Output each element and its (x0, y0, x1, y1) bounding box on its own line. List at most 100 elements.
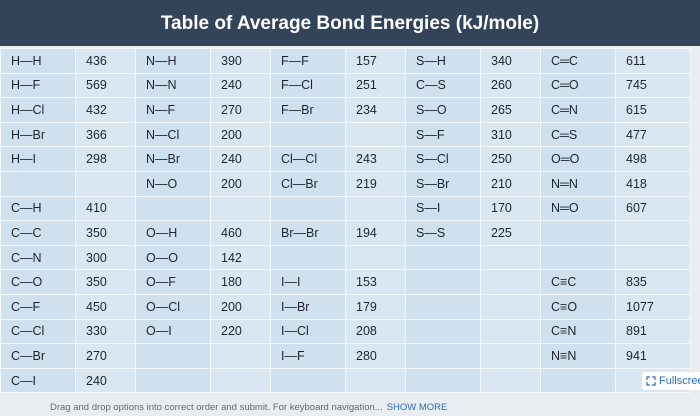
bond-energy: 1077 (615, 293, 691, 320)
table-row: C—Br 270 I—F 280 N≡N 941 (0, 343, 691, 369)
bond-energy: 240 (75, 367, 136, 394)
bond-energy: 350 (75, 220, 136, 246)
table-row: H—I 298 N—Br 240 Cl—Cl 243 S—Cl 250 O═O 498 (0, 146, 691, 172)
bond: C—N (0, 244, 76, 271)
bond: N—N (135, 72, 211, 99)
bond-energy (480, 343, 541, 369)
bond-energy (345, 244, 406, 271)
bond-energy (345, 367, 406, 394)
bond: F—Cl (270, 72, 346, 99)
bond: N—H (135, 48, 211, 74)
bond: C—O (0, 269, 76, 295)
bond-energy: 170 (480, 195, 541, 222)
bond (135, 195, 211, 222)
bond: O—H (135, 220, 211, 246)
bond: S—H (405, 48, 481, 74)
table-row: N—O 200 Cl—Br 219 S—Br 210 N═N 418 (0, 170, 691, 197)
table-row: H—Br 366 N—Cl 200 S—F 310 C═S 477 (0, 121, 691, 148)
bond: C≡O (540, 293, 616, 320)
bond-energy: 418 (615, 170, 691, 197)
bond: F—F (270, 48, 346, 74)
bond-energy (480, 367, 541, 394)
bond: N≡N (540, 343, 616, 369)
bond (540, 220, 616, 246)
fullscreen-label: Fullscreen (659, 375, 700, 387)
bond: O—F (135, 269, 211, 295)
bond-energy: 340 (480, 48, 541, 74)
bond-energy: 310 (480, 121, 541, 148)
bond: C═S (540, 121, 616, 148)
table-row: C—I 240 (0, 367, 691, 394)
bond-energy: 390 (210, 48, 271, 74)
bond (405, 343, 481, 369)
bond (0, 170, 76, 197)
bond-energy: 200 (210, 121, 271, 148)
bond-energy: 891 (615, 318, 691, 345)
bond: O—O (135, 244, 211, 271)
bond-energy (210, 195, 271, 222)
bond-energy: 251 (345, 72, 406, 99)
bond (270, 367, 346, 394)
bond-energy (480, 293, 541, 320)
bond: I—Cl (270, 318, 346, 345)
bond: Cl—Br (270, 170, 346, 197)
bond-energy: 498 (615, 146, 691, 172)
bond-energy: 615 (615, 97, 691, 123)
bond-energy: 265 (480, 97, 541, 123)
bond (405, 244, 481, 271)
bond-energy: 460 (210, 220, 271, 246)
bond-energy (345, 121, 406, 148)
bond-energy: 219 (345, 170, 406, 197)
bond-energy: 250 (480, 146, 541, 172)
bond-energy: 243 (345, 146, 406, 172)
bond: C═C (540, 48, 616, 74)
bond-energy: 194 (345, 220, 406, 246)
bond: O═O (540, 146, 616, 172)
bond-energy: 611 (615, 48, 691, 74)
bond: C═O (540, 72, 616, 99)
bond: Br—Br (270, 220, 346, 246)
bond-energy: 142 (210, 244, 271, 271)
table-row: H—Cl 432 N—F 270 F—Br 234 S—O 265 C═N 615 (0, 97, 691, 123)
bond-energy: 208 (345, 318, 406, 345)
bond: H—Cl (0, 97, 76, 123)
bond: S—O (405, 97, 481, 123)
instructions: Drag and drop options into correct order… (50, 402, 383, 413)
bond (540, 367, 616, 394)
bond-table: H—H 436 N—H 390 F—F 157 S—H 340 C═C 611 H—F 569 N—N 2… (0, 48, 691, 394)
bond-energy: 200 (210, 170, 271, 197)
bond: I—Br (270, 293, 346, 320)
bond (135, 343, 211, 369)
bond (540, 244, 616, 271)
bond (270, 244, 346, 271)
title: Table of Average Bond Energies (kJ/mole) (160, 13, 540, 34)
show-more[interactable]: SHOW MORE (386, 402, 448, 413)
bond-energy: 234 (345, 97, 406, 123)
title-bar: Table of Average Bond Energies (kJ/mole) (0, 0, 700, 46)
bond-energy (480, 318, 541, 345)
bond-energy: 157 (345, 48, 406, 74)
bond: C—F (0, 293, 76, 320)
table-row: H—F 569 N—N 240 F—Cl 251 C—S 260 C═O 745 (0, 72, 691, 99)
bond: N—O (135, 170, 211, 197)
bond-energy: 260 (480, 72, 541, 99)
bond: N—Cl (135, 121, 211, 148)
bond: S—Br (405, 170, 481, 197)
bond-energy: 153 (345, 269, 406, 295)
bond: S—F (405, 121, 481, 148)
table-row: H—H 436 N—H 390 F—F 157 S—H 340 C═C 611 (0, 48, 691, 74)
bond: S—Cl (405, 146, 481, 172)
bond: I—F (270, 343, 346, 369)
bond-energy: 569 (75, 72, 136, 99)
bond-energy: 210 (480, 170, 541, 197)
bond-energy: 240 (210, 146, 271, 172)
bond-energy: 835 (615, 269, 691, 295)
bond: Cl—Cl (270, 146, 346, 172)
bond-energy: 220 (210, 318, 271, 345)
bond: N—Br (135, 146, 211, 172)
fullscreen-icon (646, 376, 656, 386)
footer: Drag and drop options into correct order… (50, 402, 447, 413)
fullscreen-button[interactable]: Fullscreen (642, 372, 700, 390)
bond: H—F (0, 72, 76, 99)
